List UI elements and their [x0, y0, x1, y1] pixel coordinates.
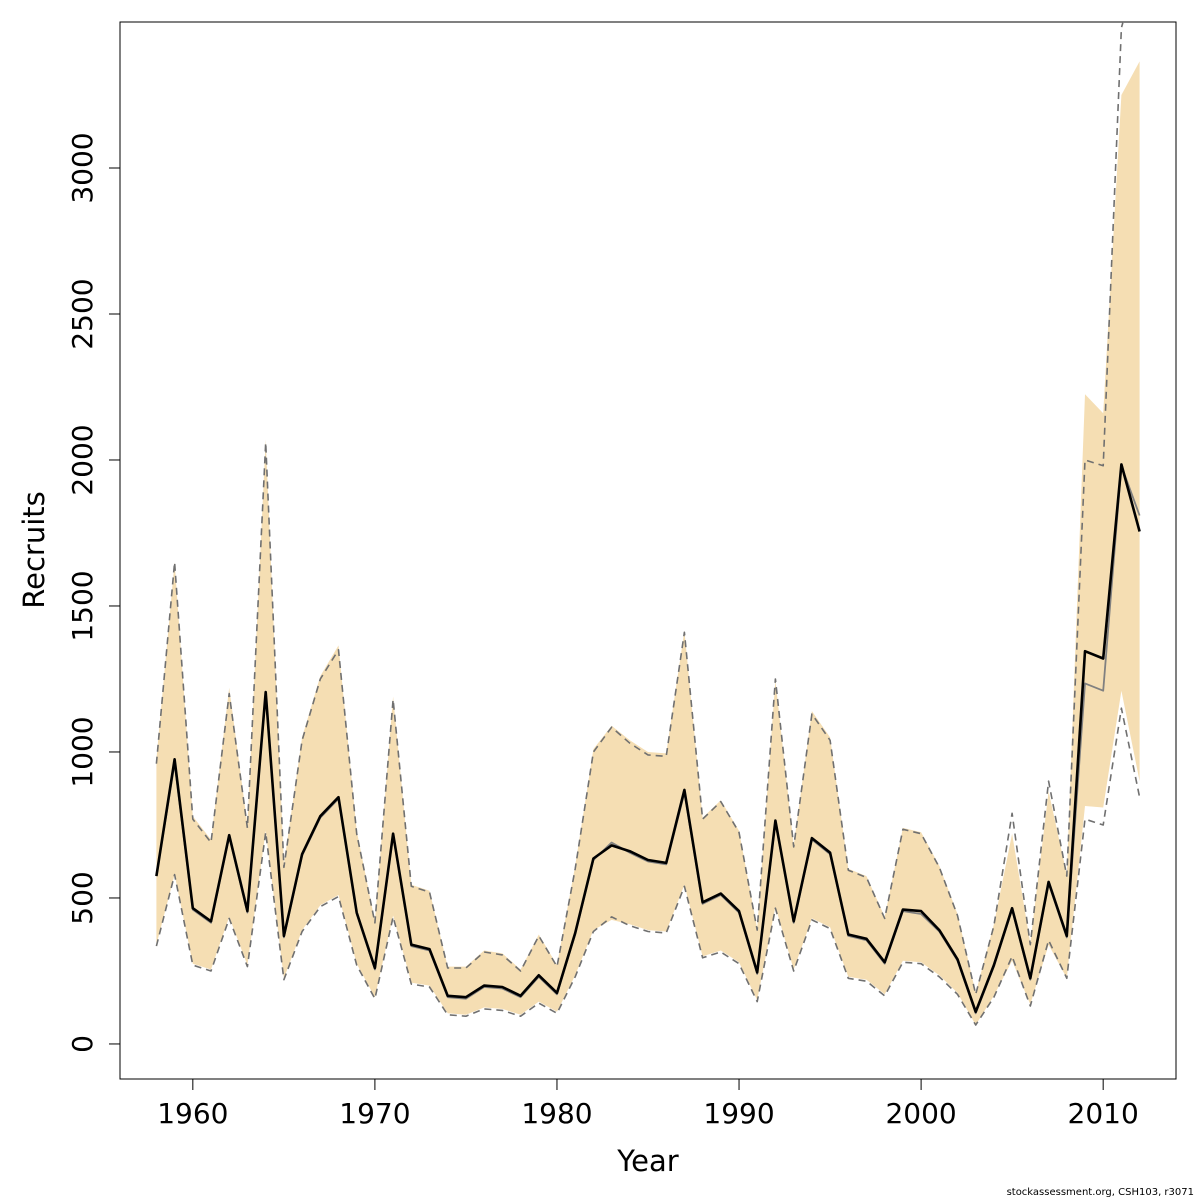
y-axis: 0 500 1000 1500 2000 2500 3000 [66, 132, 121, 1053]
series-line-upper-bound-alternative [155, 22, 1124, 996]
footer-credit: stockassessment.org, CSH103, r3071 [1006, 1187, 1194, 1198]
series-lines [155, 22, 1141, 1026]
x-tick-label: 1970 [339, 1097, 410, 1130]
series-line-estimate [155, 463, 1141, 1014]
x-tick-label: 1990 [703, 1097, 774, 1130]
x-tick-label: 2000 [885, 1097, 956, 1130]
y-tick-label: 0 [66, 1035, 99, 1053]
y-tick-label: 500 [66, 871, 99, 924]
x-tick-label: 2010 [1068, 1097, 1139, 1130]
y-tick-label: 3000 [66, 132, 99, 203]
x-axis-title: Year [616, 1144, 678, 1178]
y-axis-title: Recruits [17, 491, 51, 608]
x-tick-label: 1980 [521, 1097, 592, 1130]
confidence-band-area [156, 61, 1140, 1025]
y-tick-label: 1000 [66, 716, 99, 787]
confidence-band [156, 61, 1140, 1025]
y-tick-label: 2500 [66, 278, 99, 349]
x-axis: 1960 1970 1980 1990 2000 2010 [157, 1078, 1139, 1130]
series-line-lower-bound-alternative [155, 707, 1141, 1026]
y-tick-label: 1500 [66, 570, 99, 641]
x-tick-label: 1960 [157, 1097, 228, 1130]
y-tick-label: 2000 [66, 424, 99, 495]
